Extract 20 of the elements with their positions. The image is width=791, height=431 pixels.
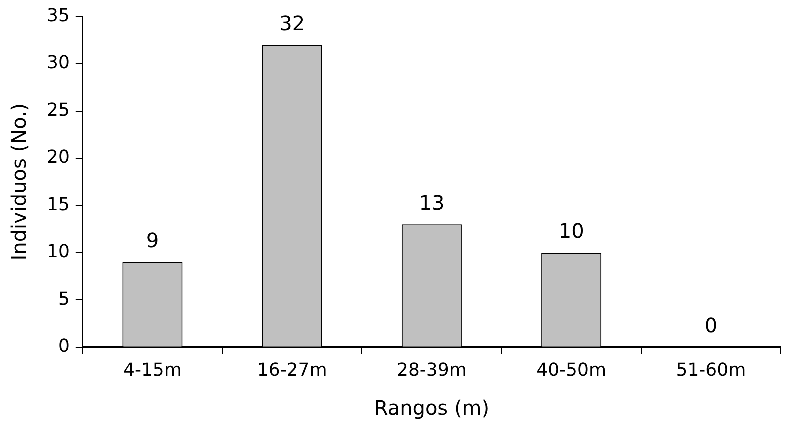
data-label: 10	[558, 219, 584, 244]
x-axis-title: Rangos (m)	[374, 396, 490, 420]
y-tick-label: 15	[47, 194, 70, 216]
y-tick-label: 5	[58, 288, 70, 310]
x-tick-label: 16-27m	[257, 360, 328, 381]
y-tick-label: 20	[47, 147, 70, 168]
data-label: 13	[419, 190, 445, 215]
x-tick-label: 4-15m	[124, 360, 182, 381]
data-label: 32	[280, 11, 306, 36]
y-tick-label: 0	[58, 336, 70, 358]
data-label: 0	[704, 314, 718, 338]
y-axis-title: Individuos (No.)	[7, 103, 32, 261]
x-tick-label: 40-50m	[536, 360, 606, 381]
data-label: 9	[146, 228, 160, 253]
y-tick-label: 30	[47, 52, 70, 74]
x-tick-label: 51-60m	[676, 360, 746, 381]
y-tick-label: 35	[47, 5, 70, 26]
y-tick-label: 10	[47, 242, 70, 263]
x-tick-label: 28-39m	[397, 360, 467, 381]
y-tick-label: 25	[47, 100, 70, 121]
